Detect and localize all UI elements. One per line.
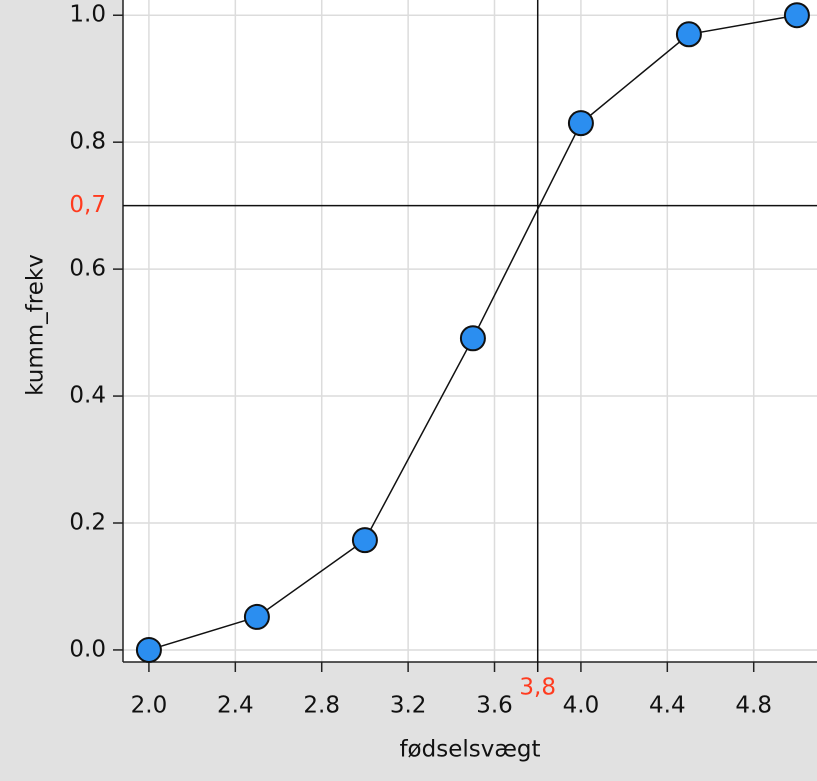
y-axis-title: kumm_frekv: [23, 254, 49, 396]
x-tick-label: 4.0: [563, 693, 600, 719]
x-tick-label: 4.8: [735, 693, 772, 719]
point: [135, 636, 162, 663]
y-tick-label: 1.0: [69, 2, 106, 28]
x-tick-label: 2.0: [131, 693, 168, 719]
reference-label: 0,7: [69, 192, 106, 218]
point: [351, 527, 378, 554]
point: [459, 325, 486, 352]
reference-label: 3,8: [519, 675, 556, 701]
x-tick-label: 2.8: [303, 693, 340, 719]
y-tick-label: 0.4: [69, 383, 106, 409]
y-tick-label: 0.8: [69, 129, 106, 155]
point: [783, 2, 810, 29]
x-tick-label: 3.2: [390, 693, 427, 719]
x-tick-label: 2.4: [217, 693, 254, 719]
y-tick-label: 0.0: [69, 636, 106, 662]
point: [243, 603, 270, 630]
point: [567, 110, 594, 137]
y-tick-label: 0.6: [69, 256, 106, 282]
y-tick-label: 0.2: [69, 509, 106, 535]
x-axis-title: fødselsvægt: [399, 737, 540, 763]
point: [675, 21, 702, 48]
x-tick-label: 3.6: [476, 693, 513, 719]
x-tick-label: 4.4: [649, 693, 686, 719]
